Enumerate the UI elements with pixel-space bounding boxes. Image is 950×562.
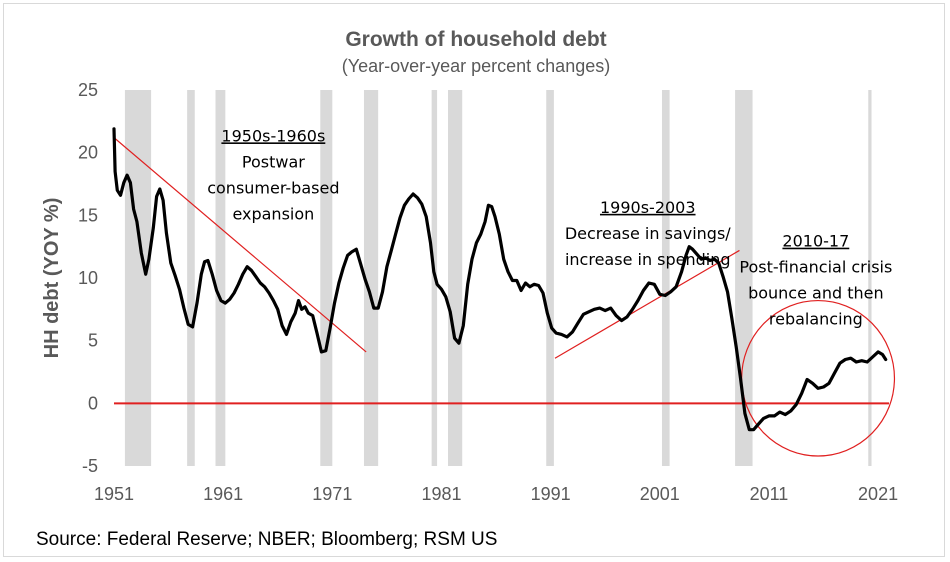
annotation-line: bounce and then xyxy=(748,284,884,303)
annotations: 1950s-1960s Postwar consumer-based expansio… xyxy=(207,126,892,328)
chart-title: Growth of household debt xyxy=(345,28,606,51)
y-tick-label: 25 xyxy=(78,80,98,100)
chart-subtitle: (Year-over-year percent changes) xyxy=(342,56,610,76)
source-note: Source: Federal Reserve; NBER; Bloomberg… xyxy=(36,529,497,550)
annotation-line: consumer-based xyxy=(207,178,339,197)
annotation-heading: 2010-17 xyxy=(782,232,849,251)
axis-layer: -5 0 5 10 15 20 25 1951 1961 1971 1981 1991 2001 2011… xyxy=(78,80,898,504)
trend-line-0 xyxy=(113,137,367,353)
recession-band-1 xyxy=(187,90,195,466)
recession-band-3 xyxy=(320,90,333,466)
recession-band-8 xyxy=(661,90,670,466)
series-layer xyxy=(112,127,888,432)
x-tick-label: 2021 xyxy=(858,484,898,504)
x-tick-label: 2001 xyxy=(640,484,680,504)
annotation-line: Decrease in savings/ xyxy=(565,224,731,243)
trend-line-1 xyxy=(554,249,740,359)
hh-debt-line xyxy=(112,127,888,432)
y-tick-label: 20 xyxy=(78,143,98,163)
y-axis-label: HH debt (YOY %) xyxy=(41,198,63,359)
y-tick-label: 0 xyxy=(88,393,98,413)
recession-band-4 xyxy=(363,90,379,466)
annotation-heading: 1950s-1960s xyxy=(221,126,325,145)
x-tick-label: 1951 xyxy=(94,484,134,504)
x-tick-label: 2011 xyxy=(750,484,789,504)
recession-band-0 xyxy=(124,90,152,466)
y-tick-label: 10 xyxy=(78,268,98,288)
recession-band-7 xyxy=(546,90,554,466)
annotation-line: Postwar xyxy=(242,152,305,171)
recession-bands xyxy=(124,90,872,466)
x-tick-label: 1961 xyxy=(203,484,243,504)
x-tick-label: 1981 xyxy=(421,484,461,504)
x-tick-label: 1971 xyxy=(312,484,352,504)
y-tick-label: 15 xyxy=(78,205,98,225)
annotation-line: expansion xyxy=(232,204,314,223)
recession-band-6 xyxy=(448,90,463,466)
annotation-heading: 1990s-2003 xyxy=(600,198,696,217)
annotation-line: Post-financial crisis xyxy=(739,258,892,277)
y-tick-label: -5 xyxy=(82,456,98,476)
recession-band-10 xyxy=(868,90,872,466)
x-tick-label: 1991 xyxy=(531,484,571,504)
y-tick-label: 5 xyxy=(88,331,98,351)
annotation-line: increase in spending xyxy=(565,250,731,269)
annotation-line: rebalancing xyxy=(769,310,863,329)
recession-band-2 xyxy=(215,90,226,466)
chart-frame xyxy=(3,3,945,557)
